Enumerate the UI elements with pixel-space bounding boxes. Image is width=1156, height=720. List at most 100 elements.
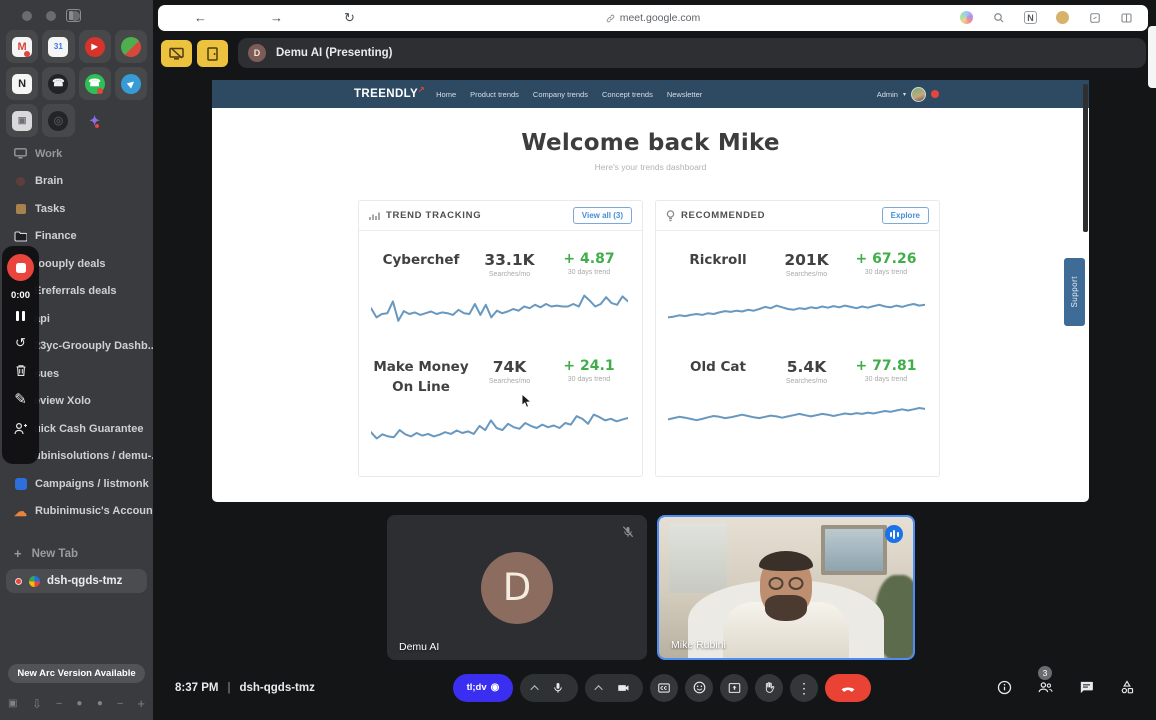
arc-update-button[interactable]: New Arc Version Available: [8, 664, 145, 683]
zoom-window-button[interactable]: [70, 11, 80, 21]
library-icon[interactable]: ▣: [8, 698, 18, 709]
share-extension-icon[interactable]: [1087, 10, 1102, 25]
participants-button[interactable]: 3: [1032, 665, 1058, 701]
search-extension-icon[interactable]: [991, 10, 1006, 25]
sparkle-icon[interactable]: ✦: [89, 112, 101, 128]
calendar-icon[interactable]: 31: [42, 30, 75, 63]
media-icon-2[interactable]: ●: [96, 698, 103, 709]
trash-icon[interactable]: [15, 364, 27, 377]
view-all-button[interactable]: View all (3): [572, 207, 632, 224]
divider-dash: –: [56, 698, 62, 709]
explore-button[interactable]: Explore: [881, 207, 929, 224]
camera-options-chevron-icon[interactable]: [594, 684, 604, 694]
media-icon[interactable]: ●: [76, 698, 83, 709]
sidebar-item-quick-cash-guarantee[interactable]: uick Cash Guarantee: [34, 422, 144, 435]
window-controls[interactable]: [22, 11, 80, 21]
leave-presentation-button[interactable]: [197, 40, 228, 67]
restart-recording-icon[interactable]: ↺: [15, 335, 26, 350]
mic-options-chevron-icon[interactable]: [529, 684, 539, 694]
admin-menu[interactable]: Admin: [876, 89, 898, 99]
present-screen-icon: [728, 682, 740, 693]
sidebar-folder-list: Work Brain Tasks Finance roouply deals E…: [0, 140, 153, 525]
sidebar-item-tasks[interactable]: Tasks: [0, 195, 153, 223]
sidebar-item-finance[interactable]: Finance: [0, 223, 153, 251]
notion-extension-icon[interactable]: N: [1023, 10, 1038, 25]
camera-icon[interactable]: [616, 681, 631, 695]
nav-link-newsletter[interactable]: Newsletter: [666, 89, 703, 99]
sidebar-item-work[interactable]: Work: [0, 140, 153, 168]
pause-recording-button[interactable]: [16, 311, 25, 321]
forward-icon[interactable]: →: [270, 10, 283, 25]
sidebar-item-groouply-dashboard[interactable]: 23yc-Groouply Dashb...: [34, 340, 153, 353]
avatar: D: [481, 551, 553, 624]
address-bar[interactable]: meet.google.com: [158, 5, 1148, 31]
notification-badge[interactable]: [931, 90, 939, 98]
nav-link-company-trends[interactable]: Company trends: [532, 89, 588, 99]
video-tile-mike-rubini[interactable]: Mike Rubini: [657, 515, 915, 660]
present-button[interactable]: [720, 673, 748, 702]
treendly-logo[interactable]: TREENDLY ↗: [354, 85, 426, 100]
sidebar-footer-toolbar: ▣ ⇩ – ● ● – +: [8, 696, 145, 711]
arc-sidebar: M 31 ▶ N ☎ ☎ ▶ ▣ ◎ ✦ Work Brain Tasks: [0, 0, 153, 720]
stop-presenting-button[interactable]: [161, 40, 192, 67]
telegram-icon[interactable]: ▶: [114, 67, 147, 100]
new-tab-button[interactable]: + New Tab: [14, 546, 79, 561]
trend-row-rickroll[interactable]: Rickroll 201K Searches/mo + 67.26 30 days …: [656, 251, 939, 334]
sidebar-toggle-icon[interactable]: [66, 9, 81, 22]
user-avatar[interactable]: [911, 86, 926, 102]
pencil-icon[interactable]: ✎: [14, 391, 27, 408]
meeting-details-button[interactable]: [991, 675, 1017, 701]
raise-hand-button[interactable]: [755, 673, 783, 702]
support-tab[interactable]: Support: [1064, 258, 1085, 326]
sidebar-item-referrals-deals[interactable]: Ereferrals deals: [34, 285, 117, 298]
feather-icon[interactable]: [114, 30, 147, 63]
more-options-button[interactable]: ⋮: [790, 673, 818, 702]
video-tile-demu-ai[interactable]: D Demu AI: [387, 515, 647, 660]
trend-row-old-cat[interactable]: Old Cat 5.4K Searches/mo + 77.81 30 days t…: [656, 358, 939, 441]
sparkline-chart: [668, 303, 925, 319]
gold-extension-icon[interactable]: [1055, 10, 1070, 25]
refresh-icon[interactable]: ↻: [344, 10, 355, 25]
close-window-button[interactable]: [22, 11, 32, 21]
dialer-icon[interactable]: ☎: [42, 67, 75, 100]
active-tab-dsh-qgds-tmz[interactable]: dsh-qgds-tmz: [6, 569, 147, 593]
sidebar-item-rubinimusic-account[interactable]: ☁ Rubinimusic's Account: [14, 503, 153, 519]
whatsapp-icon[interactable]: ☎: [78, 67, 111, 100]
sidebar-item-campaigns-listmonk[interactable]: Campaigns / listmonk: [0, 470, 153, 498]
reactions-button[interactable]: [685, 673, 713, 702]
microphone-control[interactable]: [520, 673, 578, 702]
trend-row-cyberchef[interactable]: Cyberchef 33.1K Searches/mo + 4.87 30 days…: [359, 251, 642, 334]
downloads-icon[interactable]: ⇩: [31, 696, 42, 711]
back-icon[interactable]: ←: [194, 10, 207, 25]
screenshot-app-icon[interactable]: ▣: [6, 104, 39, 137]
scrollbar[interactable]: [1083, 84, 1088, 232]
tldv-recording-button[interactable]: tl;dv ◉: [453, 673, 513, 702]
sidebar-item-rubinisolutions[interactable]: ubinisolutions / demu-...: [34, 450, 153, 463]
nav-link-home[interactable]: Home: [436, 89, 457, 99]
chat-button[interactable]: [1073, 675, 1099, 701]
camera-control[interactable]: [585, 673, 643, 702]
sidebar-item-groouply-deals[interactable]: roouply deals: [34, 257, 106, 270]
end-call-button[interactable]: [825, 673, 871, 702]
notion-icon[interactable]: N: [6, 67, 39, 100]
gmail-icon[interactable]: M: [6, 30, 39, 63]
sidebar-item-review-xolo[interactable]: eview Xolo: [34, 395, 91, 408]
activities-button[interactable]: [1114, 675, 1140, 701]
browser-toolbar: ← → ↻ meet.google.com N: [158, 5, 1148, 31]
music-icon[interactable]: ▶: [78, 30, 111, 63]
sidebar-item-brain[interactable]: Brain: [0, 168, 153, 196]
nav-link-concept-trends[interactable]: Concept trends: [601, 89, 653, 99]
add-icon[interactable]: +: [137, 696, 145, 711]
nav-link-product-trends[interactable]: Product trends: [470, 89, 519, 99]
participants-effects-icon[interactable]: [13, 422, 28, 435]
stop-recording-button[interactable]: [7, 254, 34, 281]
logo-accent: ↗: [418, 85, 426, 94]
color-wheel-extension-icon[interactable]: [959, 10, 974, 25]
split-view-icon[interactable]: [1119, 10, 1134, 25]
captions-button[interactable]: [650, 673, 678, 702]
minimize-window-button[interactable]: [46, 11, 56, 21]
trend-row-make-money[interactable]: Make Money On Line 74K Searches/mo + 24.1…: [359, 358, 642, 453]
mic-icon[interactable]: [551, 681, 565, 695]
sidebar-item-issues[interactable]: sues: [34, 367, 60, 380]
dark-app-icon[interactable]: ◎: [42, 104, 75, 137]
